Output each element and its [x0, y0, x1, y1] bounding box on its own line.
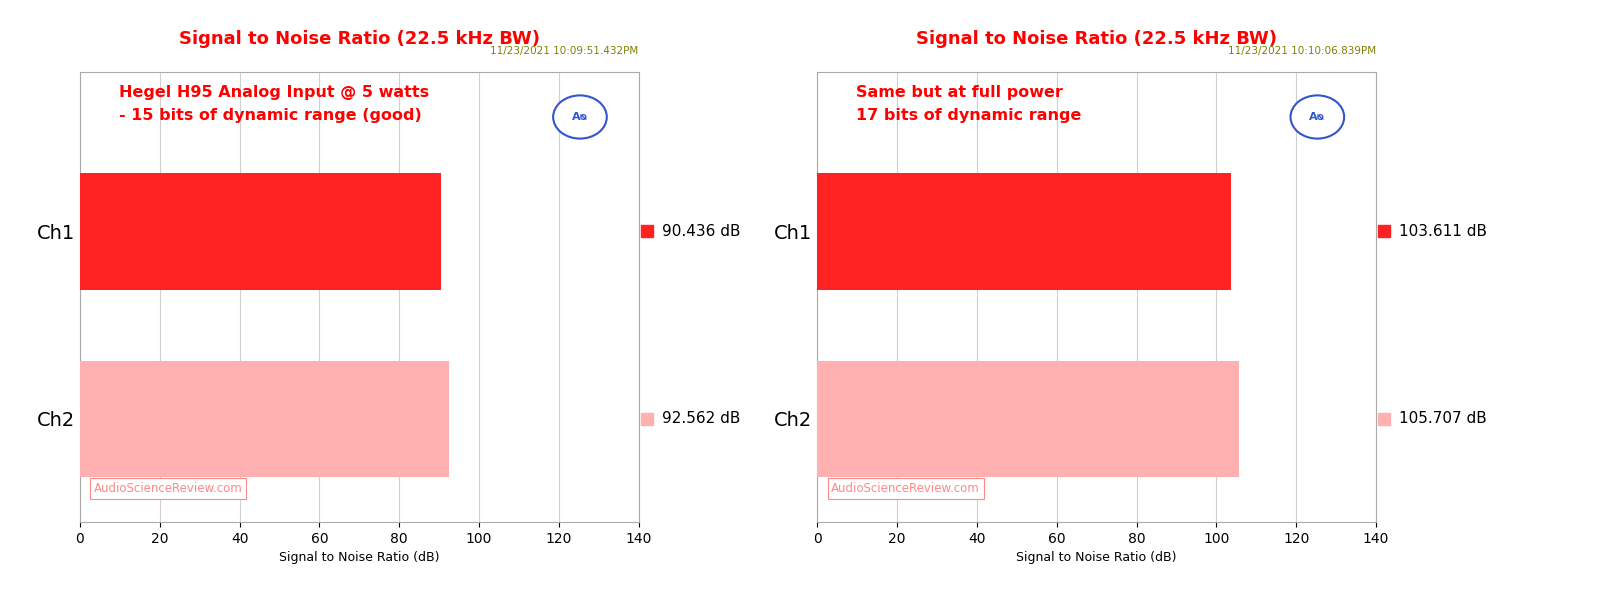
Circle shape — [554, 95, 606, 139]
Bar — [80, 361, 450, 477]
Text: 105.707 dB: 105.707 dB — [1400, 412, 1488, 427]
Text: 90.436 dB: 90.436 dB — [662, 224, 741, 239]
Text: AudioScienceReview.com: AudioScienceReview.com — [832, 482, 981, 495]
Text: 11/23/2021 10:10:06.839PM: 11/23/2021 10:10:06.839PM — [1227, 46, 1376, 56]
Bar — [818, 361, 1238, 477]
Text: Aᴓ: Aᴓ — [571, 112, 587, 122]
Circle shape — [1291, 95, 1344, 139]
Title: Signal to Noise Ratio (22.5 kHz BW): Signal to Noise Ratio (22.5 kHz BW) — [917, 30, 1277, 48]
Title: Signal to Noise Ratio (22.5 kHz BW): Signal to Noise Ratio (22.5 kHz BW) — [179, 30, 539, 48]
Text: 103.611 dB: 103.611 dB — [1400, 224, 1488, 239]
X-axis label: Signal to Noise Ratio (dB): Signal to Noise Ratio (dB) — [1016, 551, 1178, 564]
X-axis label: Signal to Noise Ratio (dB): Signal to Noise Ratio (dB) — [278, 551, 440, 564]
Bar — [818, 173, 1230, 289]
Text: Aᴓ: Aᴓ — [1309, 112, 1325, 122]
Text: Hegel H95 Analog Input @ 5 watts
- 15 bits of dynamic range (good): Hegel H95 Analog Input @ 5 watts - 15 bi… — [118, 85, 429, 122]
Text: Same but at full power
17 bits of dynamic range: Same but at full power 17 bits of dynami… — [856, 85, 1082, 122]
Text: AudioScienceReview.com: AudioScienceReview.com — [94, 482, 243, 495]
Text: 11/23/2021 10:09:51.432PM: 11/23/2021 10:09:51.432PM — [490, 46, 638, 56]
Bar — [80, 173, 442, 289]
Text: 92.562 dB: 92.562 dB — [662, 412, 741, 427]
